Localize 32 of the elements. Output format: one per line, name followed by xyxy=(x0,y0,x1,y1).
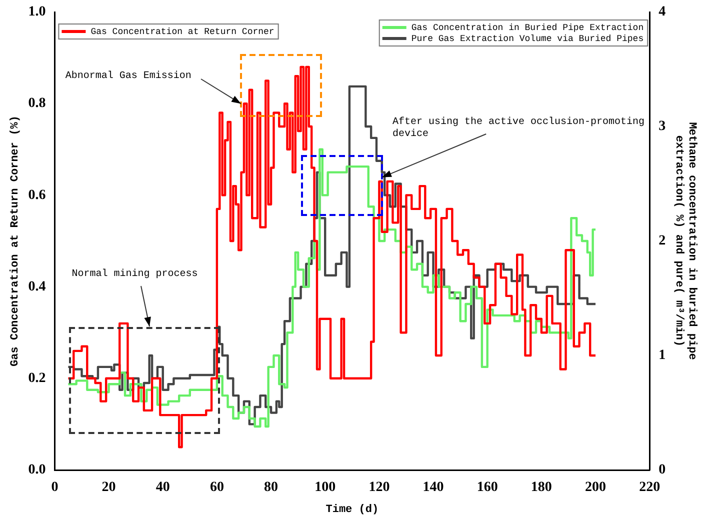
y-tick-label: 1.0 xyxy=(28,4,46,20)
y-tick-label: 0.0 xyxy=(28,462,46,478)
legend-label: Gas Concentration at Return Corner xyxy=(90,26,274,37)
x-tick-label: 120 xyxy=(368,480,390,496)
x-tick-label: 0 xyxy=(51,480,58,496)
y2-axis-title: Methane concentration in buried pipe extraction( %) and pure( m³/min) xyxy=(672,122,698,360)
x-axis-title: Time (d) xyxy=(326,504,379,516)
x-tick-label: 140 xyxy=(422,480,444,496)
x-tick-label: 100 xyxy=(314,480,336,496)
x-tick-label: 20 xyxy=(102,480,116,496)
y2-tick-label: 3 xyxy=(658,119,666,134)
x-tick-label: 220 xyxy=(639,480,660,496)
y-tick-label: 0.4 xyxy=(28,279,46,294)
legend-label: Pure Gas Extraction Volume via Buried Pipes xyxy=(411,34,644,44)
x-tick-label: 160 xyxy=(476,480,498,496)
y-axis-title: Gas Concentration at Return Corner (%) xyxy=(9,116,22,366)
y-tick-label: 0.8 xyxy=(28,96,46,112)
y2-tick-label: 1 xyxy=(658,348,666,364)
x-tick-label: 200 xyxy=(585,480,606,496)
x-tick-label: 40 xyxy=(156,480,170,496)
x-tick-label: 60 xyxy=(210,480,224,496)
y2-tick-label: 0 xyxy=(658,462,666,478)
annotation: Abnormal Gas Emission xyxy=(65,70,192,83)
annotation: Normal mining process xyxy=(72,269,199,282)
legend-label: Gas Concentration in Buried Pipe Extraction xyxy=(411,22,644,33)
x-tick-label: 80 xyxy=(264,480,278,496)
annotation: After using the active occlusion-promoting device xyxy=(392,117,646,142)
y-tick-label: 0.2 xyxy=(28,371,46,386)
y2-tick-label: 2 xyxy=(658,234,666,249)
x-tick-label: 180 xyxy=(530,480,552,496)
y2-tick-label: 4 xyxy=(658,4,666,20)
y-tick-label: 0.6 xyxy=(28,188,46,203)
